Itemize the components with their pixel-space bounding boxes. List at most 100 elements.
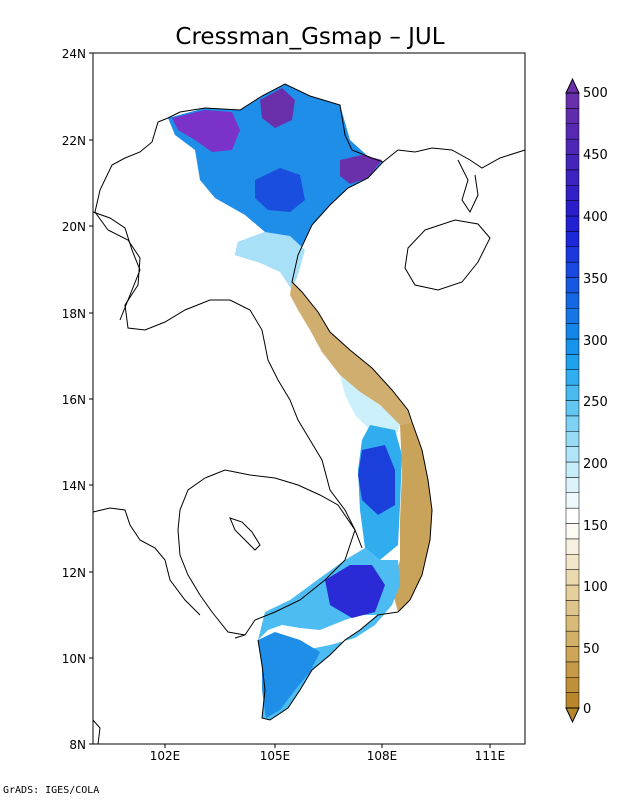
leizhou-peninsula xyxy=(457,159,479,214)
colorbar-box xyxy=(565,384,580,401)
precip-northwest-max xyxy=(172,110,240,152)
colorbar-box xyxy=(565,538,580,555)
lat-tick-label: 8N xyxy=(69,738,86,752)
coastlines-borders xyxy=(92,83,526,745)
thailand-border xyxy=(92,211,141,321)
colorbar-box xyxy=(565,400,580,417)
map-title: Cressman_Gsmap – JUL xyxy=(175,24,444,50)
colorbar-label: 150 xyxy=(583,519,608,534)
colorbar-box xyxy=(565,461,580,478)
colorbar-box xyxy=(565,154,580,171)
colorbar-box xyxy=(565,123,580,140)
colorbar: 500 450 400 350 300 250 200 150 100 50 0 xyxy=(565,77,608,724)
grads-credit: GrADS: IGES/COLA xyxy=(3,785,100,796)
colorbar-label: 450 xyxy=(583,148,608,163)
colorbar-box xyxy=(565,277,580,294)
colorbar-box xyxy=(565,108,580,124)
colorbar-box xyxy=(565,630,580,647)
lon-tick-label: 108E xyxy=(367,749,398,763)
colorbar-box xyxy=(565,584,580,601)
colorbar-label: 400 xyxy=(583,210,608,225)
lat-axis: 24N 22N 20N 18N 16N 14N 12N 10N 8N xyxy=(62,47,93,752)
colorbar-top-arrow xyxy=(565,77,580,94)
lat-tick-label: 18N xyxy=(62,307,86,321)
colorbar-box xyxy=(565,231,580,247)
colorbar-label: 200 xyxy=(583,457,608,472)
colorbar-box xyxy=(565,354,580,370)
precip-highlands-max xyxy=(358,445,395,515)
lon-tick-label: 102E xyxy=(150,749,181,763)
colorbar-box xyxy=(565,569,580,586)
colorbar-box xyxy=(565,523,580,540)
lat-tick-label: 22N xyxy=(62,134,86,148)
colorbar-box xyxy=(565,677,580,693)
colorbar-box xyxy=(565,692,580,709)
colorbar-box xyxy=(565,246,580,263)
colorbar-label: 500 xyxy=(583,86,608,101)
colorbar-box xyxy=(565,261,580,278)
map-panel: 24N 22N 20N 18N 16N 14N 12N 10N 8N 102E … xyxy=(62,47,526,763)
colorbar-box xyxy=(565,369,580,386)
lat-tick-label: 14N xyxy=(62,479,86,493)
colorbar-box xyxy=(565,215,580,232)
precip-central-light xyxy=(340,375,400,440)
cambodia-thailand-border xyxy=(177,477,246,636)
colorbar-box xyxy=(565,554,580,570)
precip-south-max xyxy=(325,565,385,618)
colorbar-box xyxy=(565,185,580,201)
colorbar-label: 300 xyxy=(583,334,608,349)
colorbar-box xyxy=(565,415,580,432)
colorbar-box xyxy=(565,600,580,616)
lon-tick-marks xyxy=(164,744,491,748)
precip-southcentral-coast xyxy=(392,422,432,612)
precip-coast-max xyxy=(340,155,382,184)
lat-tick-label: 10N xyxy=(62,652,86,666)
colorbar-box xyxy=(565,292,580,309)
precipitation-field xyxy=(168,84,432,720)
laos-border xyxy=(94,117,363,549)
colorbar-label: 100 xyxy=(583,580,608,595)
lon-tick-label: 111E xyxy=(475,749,506,763)
colorbar-bottom-arrow xyxy=(565,707,580,724)
hainan-island xyxy=(404,219,491,291)
colorbar-box xyxy=(565,492,580,509)
vietnam-outline xyxy=(167,83,433,721)
colorbar-box xyxy=(565,169,580,186)
precip-northeast-max xyxy=(260,88,295,128)
colorbar-box xyxy=(565,446,580,463)
colorbar-box xyxy=(565,661,580,678)
lon-tick-label: 105E xyxy=(260,749,291,763)
lat-tick-label: 24N xyxy=(62,47,86,61)
colorbar-box xyxy=(565,323,580,340)
colorbar-box xyxy=(565,308,580,324)
colorbar-box xyxy=(565,646,580,663)
lat-tick-label: 20N xyxy=(62,220,86,234)
colorbar-boxes xyxy=(565,92,580,709)
colorbar-box xyxy=(565,138,580,155)
lat-tick-marks xyxy=(89,52,93,745)
tonle-sap xyxy=(229,517,261,551)
colorbar-box xyxy=(565,200,580,217)
colorbar-label: 0 xyxy=(583,702,591,717)
colorbar-box xyxy=(565,477,580,493)
colorbar-label: 250 xyxy=(583,395,608,410)
colorbar-box xyxy=(565,431,580,447)
precip-north-deep xyxy=(255,168,305,212)
colorbar-box xyxy=(565,92,580,109)
lat-tick-label: 16N xyxy=(62,393,86,407)
precip-north-central-light xyxy=(235,232,305,290)
colorbar-label: 50 xyxy=(583,642,600,657)
lon-axis: 102E 105E 108E 111E xyxy=(150,744,506,763)
gulf-of-thailand-coast xyxy=(92,507,201,616)
precip-mekong xyxy=(258,632,320,718)
precip-central-coast xyxy=(290,282,412,425)
colorbar-box xyxy=(565,615,580,632)
colorbar-box xyxy=(565,338,580,355)
colorbar-label: 350 xyxy=(583,272,608,287)
malay-coast xyxy=(92,719,101,745)
china-coast xyxy=(382,147,526,169)
colorbar-box xyxy=(565,507,580,524)
cambodia-border xyxy=(204,469,356,639)
lat-tick-label: 12N xyxy=(62,566,86,580)
